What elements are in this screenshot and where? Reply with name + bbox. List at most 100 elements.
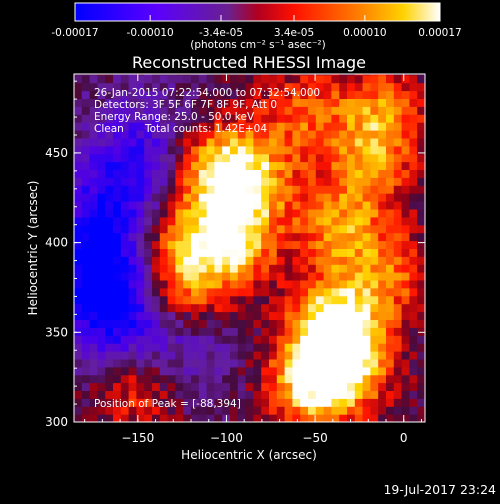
heatmap-cell: [183, 74, 192, 76]
heatmap-cell: [97, 74, 106, 76]
heatmap-cell: [97, 398, 106, 407]
heatmap-cell: [175, 279, 184, 289]
heatmap-cell: [354, 193, 364, 202]
heatmap-cell: [386, 343, 395, 352]
heatmap-cell: [74, 319, 83, 328]
heatmap-cell: [167, 366, 176, 376]
heatmap-cell: [97, 351, 106, 360]
heatmap-cell: [339, 264, 348, 273]
heatmap-cell: [144, 335, 153, 344]
heatmap-cell: [370, 414, 379, 422]
heatmap-cell: [308, 145, 317, 155]
heatmap-cell: [222, 264, 231, 273]
heatmap-cell: [300, 130, 309, 139]
heatmap-cell: [206, 327, 215, 336]
heatmap-cell: [378, 303, 387, 313]
heatmap-cell: [284, 145, 293, 155]
heatmap-cell: [214, 216, 223, 226]
heatmap-cell: [105, 106, 114, 115]
heatmap-cell: [206, 248, 215, 257]
heatmap-cell: [175, 161, 184, 170]
heatmap-cell: [370, 398, 379, 407]
heatmap-cell: [120, 82, 130, 92]
heatmap-cell: [354, 74, 364, 76]
heatmap-cell: [300, 114, 309, 123]
heatmap-cell: [120, 406, 130, 415]
heatmap-cell: [167, 90, 176, 99]
heatmap-cell: [113, 153, 122, 163]
heatmap-cell: [206, 82, 215, 92]
heatmap-cell: [245, 177, 254, 186]
heatmap-cell: [105, 153, 114, 163]
heatmap-cell: [347, 272, 356, 281]
heatmap-cell: [237, 311, 247, 320]
heatmap-cell: [315, 224, 325, 234]
heatmap-cell: [105, 114, 114, 123]
heatmap-cell: [128, 114, 137, 123]
heatmap-cell: [89, 414, 98, 422]
heatmap-cell: [253, 224, 262, 234]
heatmap-cell: [97, 414, 106, 422]
heatmap-cell: [362, 161, 371, 170]
heatmap-cell: [370, 366, 379, 376]
heatmap-cell: [81, 343, 91, 352]
heatmap-cell: [113, 351, 122, 360]
heatmap-cell: [74, 240, 83, 249]
heatmap-cell: [230, 82, 239, 92]
heatmap-cell: [354, 177, 364, 186]
heatmap-cell: [214, 295, 223, 305]
heatmap-cell: [237, 406, 247, 415]
heatmap-cell: [276, 374, 286, 384]
heatmap-cell: [245, 287, 254, 297]
heatmap-cell: [206, 130, 215, 139]
heatmap-cell: [136, 406, 145, 415]
heatmap-cell: [191, 201, 200, 210]
heatmap-cell: [339, 248, 348, 257]
heatmap-cell: [354, 240, 364, 249]
heatmap-cell: [339, 153, 348, 163]
heatmap-cell: [245, 311, 254, 320]
heatmap-cell: [136, 208, 145, 218]
heatmap-cell: [97, 390, 106, 399]
colorbar-tick-label: 0.00010: [343, 27, 386, 39]
heatmap-cell: [237, 382, 247, 391]
heatmap-cell: [214, 201, 223, 210]
heatmap-cell: [144, 208, 153, 218]
heatmap-cell: [237, 414, 247, 422]
heatmap-cell: [269, 335, 278, 344]
heatmap-cell: [347, 145, 356, 155]
heatmap-cell: [401, 264, 410, 273]
heatmap-cell: [191, 240, 200, 249]
heatmap-cell: [113, 343, 122, 352]
heatmap-cell: [230, 279, 239, 289]
x-axis-ticks: −150 −100 −50 0: [84, 74, 422, 445]
heatmap-cell: [191, 406, 200, 415]
heatmap-cell: [175, 114, 184, 123]
heatmap-cell: [347, 224, 356, 234]
heatmap-cell: [276, 256, 286, 265]
heatmap-cell: [300, 193, 309, 202]
heatmap-cell: [370, 185, 379, 194]
heatmap-cell: [292, 264, 301, 273]
heatmap-cell: [261, 90, 270, 99]
heatmap-cell: [245, 193, 254, 202]
heatmap-cell: [222, 406, 231, 415]
heatmap-cell: [167, 319, 176, 328]
heatmap-cell: [191, 137, 200, 147]
heatmap-cell: [206, 145, 215, 155]
heatmap-cell: [276, 232, 286, 242]
heatmap-cell: [97, 366, 106, 376]
heatmap-cell: [362, 153, 371, 163]
heatmap-cell: [206, 201, 215, 210]
heatmap-cell: [128, 398, 137, 407]
heatmap-cell: [128, 279, 137, 289]
heatmap-cell: [74, 145, 83, 155]
heatmap-cell: [120, 390, 130, 399]
heatmap-cell: [152, 406, 161, 415]
heatmap-cell: [144, 295, 153, 305]
heatmap-cell: [378, 358, 387, 368]
heatmap-cell: [81, 382, 91, 391]
heatmap-cell: [370, 177, 379, 186]
heatmap-cell: [191, 114, 200, 123]
heatmap-cell: [74, 343, 83, 352]
